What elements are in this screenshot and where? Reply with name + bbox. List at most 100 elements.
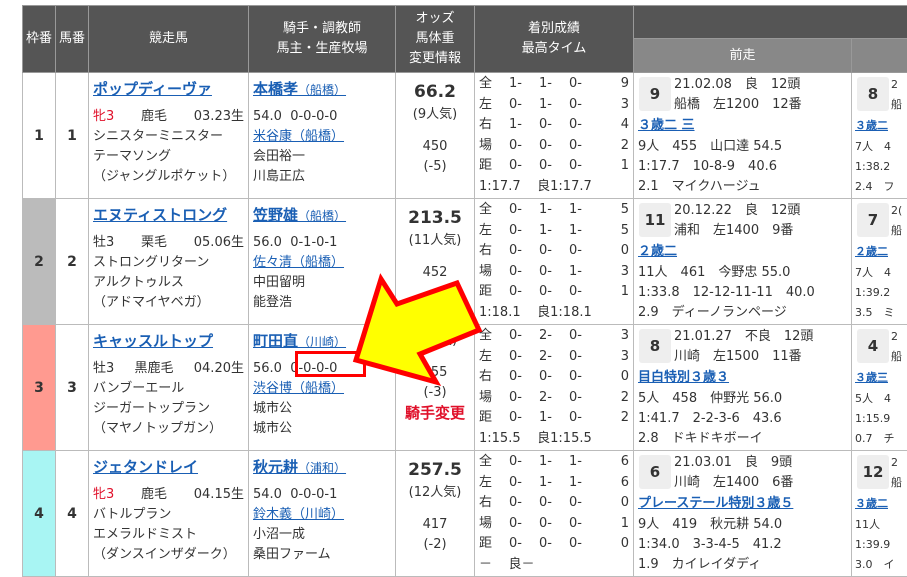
prev-venue-line: 船	[891, 95, 907, 115]
jockey-record: 0-1-0-1	[290, 235, 337, 250]
best-time-good: 良－	[509, 557, 535, 572]
header-stats: 着別成績最高タイム	[475, 6, 634, 73]
jockey-name[interactable]: 秋元耕	[253, 458, 298, 476]
jockey-location[interactable]: （船橋）	[298, 209, 346, 223]
prev-race-link[interactable]: ３歳二	[855, 493, 907, 515]
horse-sire: シニスターミニスター	[93, 127, 244, 147]
jockey-location[interactable]: （浦和）	[298, 461, 346, 475]
stats-cell: 0-	[509, 136, 539, 157]
stats-cell: 0-	[569, 388, 599, 409]
prev-race-link[interactable]: プレーステール特別３歳５	[638, 493, 847, 515]
prev-race-link[interactable]: ３歳二	[855, 115, 907, 137]
odds-cell: 66.2(9人気)450(-5)	[396, 73, 475, 199]
stats-cell: 左	[479, 473, 509, 494]
stats-cell: 0-	[509, 241, 539, 262]
prev-race-link[interactable]: ３歳二 三	[638, 115, 847, 137]
horse-sex-age: 牝3	[93, 107, 114, 127]
prev-venue-line: 川崎 左1400 6番	[674, 473, 847, 493]
carried-weight: 54.0	[253, 109, 282, 124]
best-time-value: 1:18.1	[479, 305, 521, 320]
trainer-link[interactable]: 渋谷博（船橋）	[253, 381, 344, 396]
carried-weight: 56.0	[253, 235, 282, 250]
prev-race-link[interactable]: ２歳二	[638, 241, 847, 263]
horse-name-link[interactable]: エヌティストロング	[93, 203, 244, 233]
jockey-location[interactable]: （川崎）	[298, 335, 346, 349]
stats-cell: 0-	[539, 493, 569, 514]
header-jockey: 騎手・調教師馬主・生産牧場	[249, 6, 396, 73]
prev-race-link[interactable]: ２歳二	[855, 241, 907, 263]
jockey-name[interactable]: 本橋孝	[253, 80, 298, 98]
horse-name-link[interactable]: ポップディーヴァ	[93, 77, 244, 107]
jockey-name[interactable]: 笠野雄	[253, 206, 298, 224]
horse-name-link[interactable]: キャッスルトップ	[93, 329, 244, 359]
jockey-link[interactable]: 笠野雄（船橋）	[253, 203, 391, 233]
prev-venue-line: 川崎 左1500 11番	[674, 347, 847, 367]
prev-date-line: 21.03.01 良 9頭	[674, 453, 847, 473]
race-entry-table: 枠番 馬番 競走馬 騎手・調教師馬主・生産牧場 オッズ馬体重変更情報 着別成績最…	[22, 5, 907, 577]
header-odds-line2: 馬体重	[396, 29, 474, 49]
horse-sex-age: 牝3	[93, 485, 114, 505]
header-jockey-line2: 馬主・生産牧場	[249, 39, 395, 59]
stats-cell: 場	[479, 136, 509, 157]
jockey-weight-record: 54.0 0-0-0-0	[253, 107, 391, 127]
stats-cell: 0-	[509, 282, 539, 303]
prev-date-line: 2(	[891, 201, 907, 221]
horse-coat: 鹿毛	[141, 107, 167, 127]
header-odds-line3: 変更情報	[396, 49, 474, 69]
horse-damsire: （マヤノトップガン）	[93, 419, 244, 439]
best-time: 1:17.7 良1:17.7	[479, 177, 629, 198]
stats-cell: 0-	[569, 74, 599, 95]
best-time: 1:15.5 良1:15.5	[479, 429, 629, 450]
popularity: (12人気)	[396, 483, 474, 515]
horse-number: 1	[56, 73, 89, 199]
best-time-good: 良1:15.5	[537, 431, 592, 446]
trainer-link[interactable]: 米谷康（船橋）	[253, 129, 344, 144]
stats-cell: 0-	[539, 282, 569, 303]
jockey-location[interactable]: （船橋）	[298, 83, 346, 97]
stats-cell: 0-	[569, 493, 599, 514]
prev-time-line: 1:34.0 3-3-4-5 41.2	[638, 535, 847, 555]
stats-cell: 0-	[509, 326, 539, 347]
stats-cell: 距	[479, 282, 509, 303]
stats-cell: 全	[479, 200, 509, 221]
stats-cell: 0-	[509, 452, 539, 473]
prev-time-line: 1:33.8 12-12-11-11 40.0	[638, 283, 847, 303]
prev-race-link[interactable]: ３歳三	[855, 367, 907, 389]
horse-name-link[interactable]: ジェタンドレイ	[93, 455, 244, 485]
prev-result-line: 9人 419 秋元耕 54.0	[638, 515, 847, 535]
stats-cell: 2-	[539, 388, 569, 409]
jockey-link[interactable]: 秋元耕（浦和）	[253, 455, 391, 485]
body-weight-change: (-5)	[396, 157, 474, 177]
stats-cell: 0-	[509, 347, 539, 368]
jockey-name[interactable]: 町田直	[253, 332, 298, 350]
stats-cell: 9	[599, 74, 629, 95]
prev-venue-line: 船	[891, 473, 907, 493]
trainer-link[interactable]: 鈴木義（川崎）	[253, 507, 344, 522]
stats-cell: 1-	[509, 74, 539, 95]
stats-cell: 0-	[509, 95, 539, 116]
jockey-link[interactable]: 本橋孝（船橋）	[253, 77, 391, 107]
owner: 中田留明	[253, 273, 391, 293]
trainer-link[interactable]: 佐々清（船橋）	[253, 255, 344, 270]
prev-horse-number: 11	[639, 203, 671, 237]
prev-race-link[interactable]: 目白特別３歳３	[638, 367, 847, 389]
header-stats-line2: 最高タイム	[475, 39, 633, 59]
header-past-races	[634, 6, 907, 39]
stats-cell: 左	[479, 347, 509, 368]
stats-cell: 1-	[569, 452, 599, 473]
best-time-good: 良1:18.1	[537, 305, 592, 320]
